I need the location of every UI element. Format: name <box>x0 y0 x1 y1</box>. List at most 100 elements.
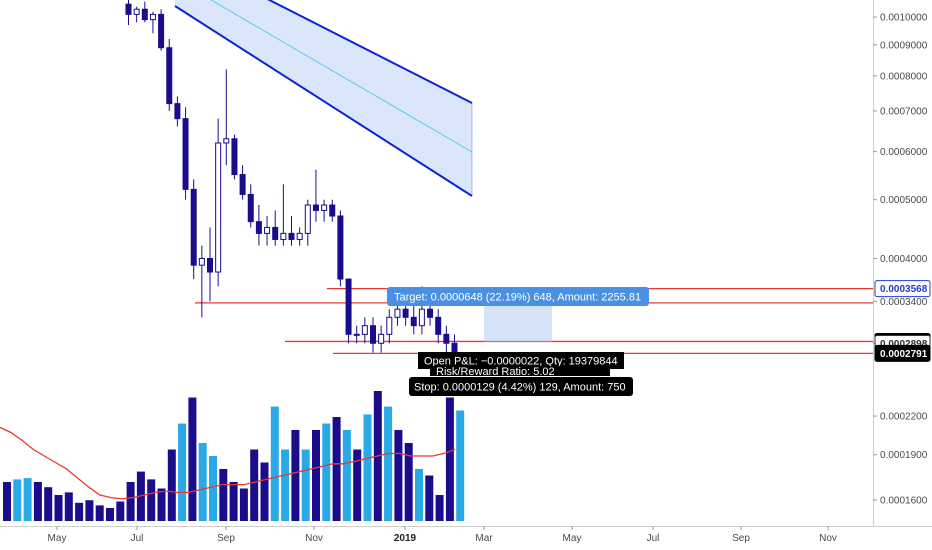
candle <box>247 184 254 228</box>
channel-fill <box>175 0 472 196</box>
candle <box>378 325 385 353</box>
volume-bar <box>167 449 176 521</box>
candle <box>141 1 148 23</box>
time-tick-label: May <box>48 533 67 544</box>
price-tick-label: 0.0009000 <box>880 40 928 51</box>
volume-bar <box>260 462 269 521</box>
volume-bar <box>404 443 413 521</box>
candle <box>174 96 181 127</box>
candle <box>312 169 319 222</box>
volume-bar <box>322 423 331 521</box>
candle <box>345 278 352 344</box>
volume-bar <box>75 502 84 521</box>
volume-bar <box>157 488 166 521</box>
candle <box>410 301 417 335</box>
candle <box>190 179 197 280</box>
price-tick-label: 0.0003400 <box>880 297 928 308</box>
time-tick-label: Nov <box>819 533 837 544</box>
risk-reward-label[interactable]: Risk/Reward Ratio: 5.02 <box>430 366 610 378</box>
price-tag-4: 0.0002791 <box>874 344 931 362</box>
volume-bar <box>332 417 341 521</box>
price-tick-label: 0.0002200 <box>880 412 928 423</box>
regression-channel[interactable] <box>174 0 473 197</box>
candle <box>255 205 262 246</box>
time-tick-label: Sep <box>217 533 235 544</box>
volume-bar <box>188 397 197 521</box>
volume-bar <box>54 495 63 521</box>
price-tick-label: 0.0001900 <box>880 450 928 461</box>
volume-bar <box>394 430 403 521</box>
candle <box>386 309 393 344</box>
candle <box>215 118 222 287</box>
volume-bar <box>13 479 22 521</box>
svg-text:Stop: 0.0000129 (4.42%) 129, A: Stop: 0.0000129 (4.42%) 129, Amount: 750 <box>414 382 626 394</box>
volume-bar <box>239 488 248 521</box>
candle <box>272 210 279 246</box>
position-tool-labels[interactable]: Target: 0.0000648 (22.19%) 648, Amount: … <box>387 287 649 396</box>
volume-bar <box>44 487 53 521</box>
volume-bar <box>342 430 351 521</box>
channel-upper-line[interactable] <box>175 0 473 104</box>
candle <box>329 199 336 222</box>
stop-label[interactable]: Stop: 0.0000129 (4.42%) 129, Amount: 750 <box>409 377 633 396</box>
candle <box>231 134 238 180</box>
candles <box>125 0 458 363</box>
time-tick-label: Mar <box>475 533 493 544</box>
volume-bar <box>33 482 42 521</box>
price-tick-label: 0.0006000 <box>880 147 928 158</box>
volume-bar <box>312 430 320 521</box>
svg-text:Target: 0.0000648 (22.19%) 648: Target: 0.0000648 (22.19%) 648, Amount: … <box>394 292 641 304</box>
candle <box>149 11 156 34</box>
volume-bar <box>85 500 94 521</box>
candle <box>288 215 295 246</box>
candle <box>198 245 205 318</box>
candle <box>239 165 246 200</box>
volume-bar <box>3 482 11 521</box>
volume-bar <box>301 449 310 521</box>
volume-bar <box>106 508 114 521</box>
volume-bar <box>198 443 207 521</box>
volume-bar <box>250 449 259 521</box>
svg-text:0.0003568: 0.0003568 <box>880 284 928 295</box>
volume-bar <box>425 475 434 521</box>
volume-bar <box>23 478 32 521</box>
price-tick-label: 0.0001600 <box>880 496 928 507</box>
channel-mid-line[interactable] <box>175 0 473 153</box>
candle <box>435 309 442 344</box>
open-pnl-label[interactable]: Open P&L: −0.0000022, Qty: 19379844 <box>418 352 624 369</box>
time-tick-label: Jul <box>131 533 144 544</box>
time-axis[interactable]: May Jul Sep Nov 2019 Mar May Jul Sep Nov <box>48 526 837 544</box>
svg-text:0.0002898: 0.0002898 <box>880 339 928 350</box>
time-tick-label: May <box>563 533 582 544</box>
volume-ma-line <box>0 426 456 500</box>
candle <box>264 215 271 246</box>
price-tick-label: 0.0010000 <box>880 13 928 24</box>
volume-bars <box>3 391 465 521</box>
candle <box>166 38 173 112</box>
volume-bar <box>229 482 238 521</box>
candle <box>370 317 376 353</box>
volume-bar <box>456 410 465 521</box>
price-axis[interactable]: 0.0010000 0.0009000 0.0008000 0.0007000 0.00… <box>873 13 928 507</box>
time-tick-label: Sep <box>732 533 750 544</box>
target-label[interactable]: Target: 0.0000648 (22.19%) 648, Amount: … <box>387 287 649 306</box>
candle <box>133 6 140 23</box>
volume-bar <box>435 495 444 521</box>
time-tick-label: 2019 <box>394 533 417 544</box>
candle <box>207 227 213 302</box>
candle <box>125 0 132 26</box>
channel-lower-line[interactable] <box>174 5 473 197</box>
volume-bar <box>116 501 125 521</box>
candle <box>280 184 287 246</box>
volume-bar <box>384 406 393 521</box>
price-tick-label: 0.0008000 <box>880 71 928 82</box>
price-tick-label: 0.0005000 <box>880 195 928 206</box>
volume-bar <box>95 505 104 521</box>
volume-bar <box>219 469 228 521</box>
price-tag-1: 0.0003568 <box>874 280 931 298</box>
volume-bar <box>64 492 73 521</box>
volume-bar <box>281 449 290 521</box>
time-tick-label: Nov <box>305 533 323 544</box>
